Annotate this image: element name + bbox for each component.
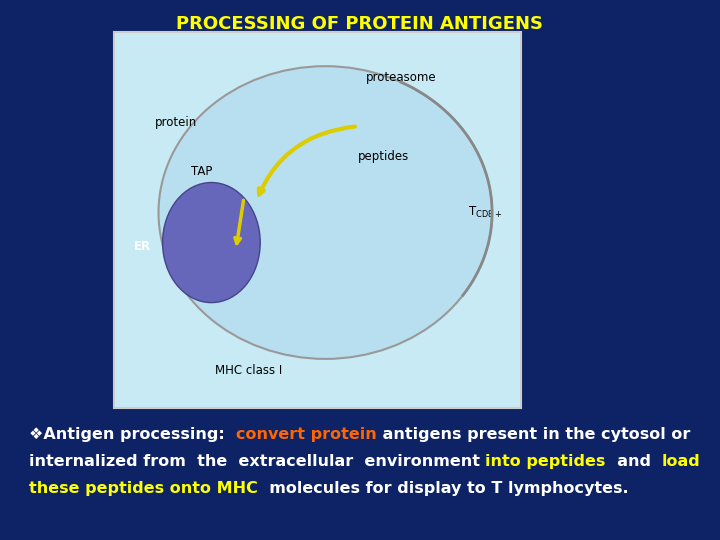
Text: peptides: peptides	[358, 150, 409, 163]
Text: proteasome: proteasome	[366, 71, 436, 84]
Text: ER: ER	[134, 240, 151, 253]
Text: PROCESSING OF PROTEIN ANTIGENS: PROCESSING OF PROTEIN ANTIGENS	[176, 15, 544, 33]
Ellipse shape	[163, 183, 260, 302]
Text: TAP: TAP	[191, 165, 212, 178]
Text: into peptides: into peptides	[485, 454, 606, 469]
Text: load: load	[662, 454, 701, 469]
Text: convert protein: convert protein	[236, 427, 377, 442]
Text: and: and	[606, 454, 662, 469]
Text: molecules for display to T lymphocytes.: molecules for display to T lymphocytes.	[258, 481, 629, 496]
Text: MHC class I: MHC class I	[215, 363, 283, 377]
Text: these peptides onto MHC: these peptides onto MHC	[29, 481, 258, 496]
Ellipse shape	[158, 66, 492, 359]
Text: internalized from  the  extracellular  environment: internalized from the extracellular envi…	[29, 454, 485, 469]
Text: protein: protein	[154, 116, 197, 129]
FancyBboxPatch shape	[114, 32, 521, 408]
Text: ❖Antigen processing:: ❖Antigen processing:	[29, 427, 236, 442]
Text: T$_{\mathregular{CD8+}}$: T$_{\mathregular{CD8+}}$	[468, 205, 502, 220]
Text: antigens present in the cytosol or: antigens present in the cytosol or	[377, 427, 690, 442]
